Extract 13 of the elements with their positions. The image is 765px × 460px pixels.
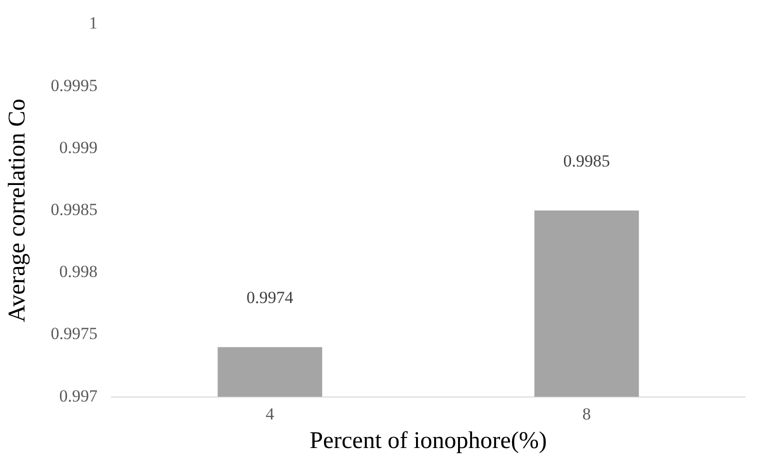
y-tick-label: 0.998 — [59, 262, 98, 282]
y-tick-label: 0.997 — [59, 386, 98, 406]
y-tick-label: 0.999 — [59, 138, 98, 157]
data-label: 0.9974 — [246, 288, 294, 308]
x-tick-label: 8 — [582, 404, 591, 424]
y-tick-label: 0.9995 — [50, 76, 98, 95]
y-axis-title: Average correlation Co — [4, 98, 31, 322]
y-tick-label: 1 — [89, 14, 98, 33]
y-tick-label: 0.9985 — [50, 200, 98, 219]
x-tick-label: 4 — [266, 404, 275, 424]
x-axis-title: Percent of ionophore(%) — [310, 428, 547, 454]
y-tick-label: 0.9975 — [50, 324, 98, 344]
data-label: 0.9985 — [563, 151, 610, 170]
